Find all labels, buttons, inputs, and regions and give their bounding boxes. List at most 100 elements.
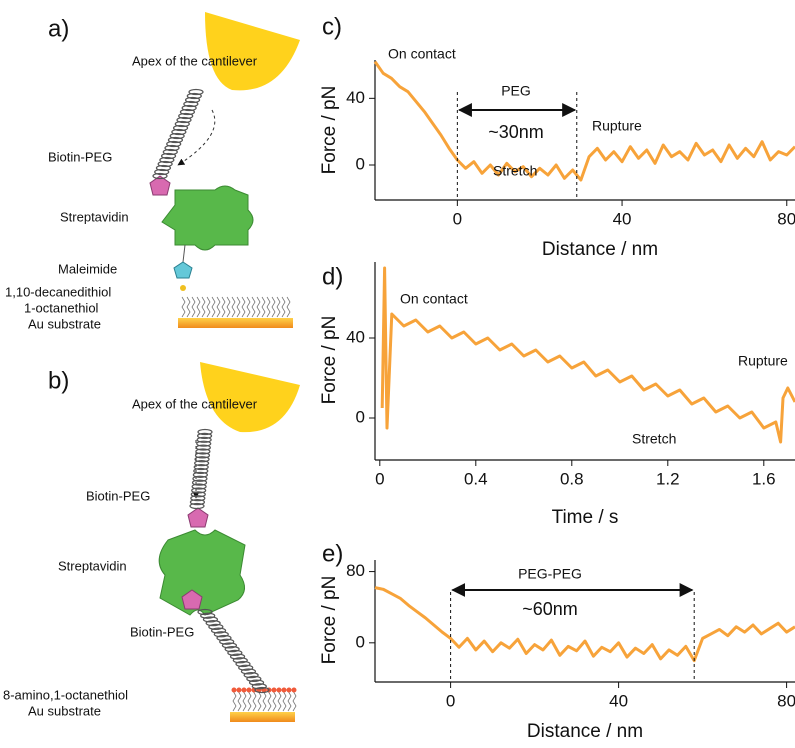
chain (292, 690, 297, 712)
coil (248, 679, 265, 686)
monolayer (181, 296, 291, 318)
chain (241, 296, 246, 318)
x-axis-label: Distance / nm (542, 239, 658, 260)
coil (193, 467, 209, 475)
panel-label: c) (322, 13, 342, 40)
coil (164, 144, 180, 152)
label: Maleimide (58, 261, 117, 276)
chain (277, 690, 282, 712)
coil (171, 128, 187, 136)
coil (189, 502, 205, 510)
annotation: ~30nm (488, 122, 544, 142)
chain (287, 690, 292, 712)
y-axis-label: Force / pN (319, 316, 340, 405)
coil (159, 156, 175, 164)
chain (256, 296, 261, 318)
y-axis-label: Force / pN (319, 86, 340, 175)
coil (192, 475, 208, 482)
label: 1-octanethiol (24, 300, 99, 315)
chain (231, 296, 236, 318)
y-tick-label: 0 (356, 154, 365, 173)
chain (271, 296, 276, 318)
trace (373, 60, 795, 182)
chain (282, 690, 287, 712)
coil (195, 448, 211, 455)
coil (221, 642, 238, 649)
coil (205, 620, 221, 627)
coil (197, 428, 213, 436)
coil (195, 444, 211, 451)
chain (206, 296, 211, 318)
biotin (187, 507, 209, 528)
x-tick-label: 80 (777, 209, 795, 228)
label: 8-amino,1-octanethiol (3, 687, 128, 702)
monolayer (231, 687, 297, 712)
y-axis-label: Force / pN (319, 576, 340, 665)
arrow (177, 109, 216, 166)
label: Au substrate (28, 703, 101, 718)
panel-label: d) (322, 263, 343, 290)
streptavidin (158, 529, 246, 616)
chain (266, 296, 271, 318)
chain (237, 690, 242, 712)
x-tick-label: 0 (375, 469, 384, 488)
x-tick-label: 0 (446, 691, 455, 710)
y-tick-label: 0 (356, 632, 365, 651)
x-tick-label: 0.4 (464, 469, 488, 488)
y-tick-label: 40 (346, 327, 365, 346)
coil (162, 148, 178, 156)
coil (178, 112, 194, 120)
chain (181, 296, 186, 318)
coil (191, 487, 207, 494)
chain (261, 296, 266, 318)
x-axis-label: Distance / nm (527, 721, 643, 742)
coil (192, 471, 208, 478)
coil (174, 120, 190, 128)
coil (194, 460, 210, 467)
coil (219, 638, 235, 645)
chain (252, 690, 257, 712)
coil (190, 495, 206, 502)
chain (262, 690, 267, 712)
chain (276, 296, 281, 318)
chain (272, 690, 277, 712)
coil (188, 88, 204, 96)
cantilever (200, 362, 300, 433)
coil (213, 631, 229, 638)
chain (232, 690, 237, 712)
panel-label: b) (48, 367, 69, 394)
coil (184, 96, 201, 104)
coil (196, 440, 212, 447)
coil (172, 124, 189, 132)
chain (267, 690, 272, 712)
chain (191, 296, 196, 318)
label: Streptavidin (58, 558, 127, 573)
x-axis-label: Time / s (552, 507, 619, 528)
amine (246, 687, 252, 693)
amine (276, 687, 282, 693)
coil (200, 612, 216, 619)
coil (202, 616, 219, 623)
coil (154, 168, 170, 176)
coil (232, 657, 248, 664)
amine (241, 687, 247, 693)
coil (197, 608, 213, 616)
chain (201, 296, 206, 318)
coil (216, 634, 232, 642)
x-tick-label: 40 (613, 209, 632, 228)
label: Streptavidin (60, 209, 129, 224)
label: Apex of the cantilever (132, 53, 258, 68)
x-tick-label: 40 (609, 691, 628, 710)
coil (183, 100, 199, 108)
coil (196, 432, 213, 439)
coil (181, 104, 197, 112)
coil (210, 627, 227, 634)
gold-substrate (178, 318, 293, 328)
coil (194, 452, 211, 459)
coil (227, 649, 243, 656)
coil (254, 686, 270, 694)
coil (179, 108, 196, 116)
coil (155, 164, 172, 172)
annotation: PEG (501, 83, 531, 99)
coil (246, 675, 262, 682)
